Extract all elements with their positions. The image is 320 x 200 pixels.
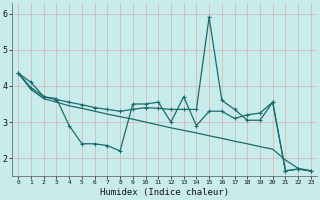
X-axis label: Humidex (Indice chaleur): Humidex (Indice chaleur) (100, 188, 229, 197)
